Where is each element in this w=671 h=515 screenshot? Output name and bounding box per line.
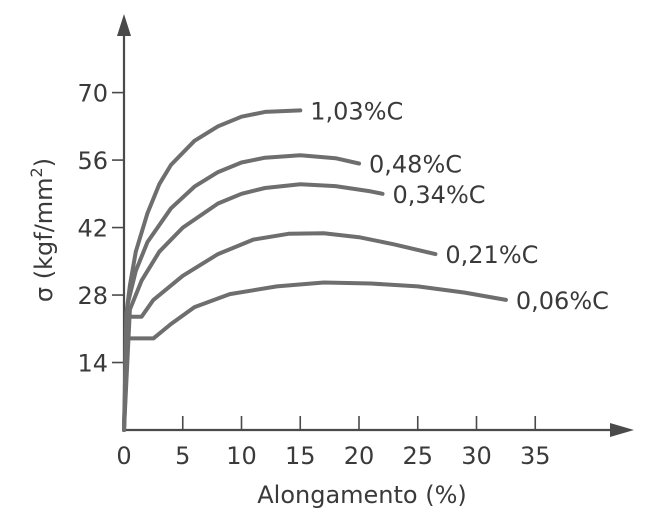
series-labels: 1,03%C 0,48%C 0,34%C 0,21%C 0,06%C — [310, 97, 609, 314]
x-tick-label: 35 — [520, 442, 551, 470]
x-tick-label: 20 — [344, 442, 375, 470]
x-tick-label: 0 — [116, 442, 131, 470]
x-axis-label: Alongamento (%) — [257, 481, 467, 509]
curve-0-21-c — [122, 231, 438, 432]
curve-0-48-c — [122, 153, 361, 432]
x-tick-label: 5 — [175, 442, 190, 470]
y-axis-label-end: ) — [30, 158, 58, 167]
y-axis-label-main: σ (kgf/mm — [30, 177, 58, 302]
x-tick-label: 10 — [226, 442, 257, 470]
curve-0-06-c — [122, 280, 508, 432]
y-axis-label: σ (kgf/mm2) — [27, 158, 58, 302]
series-label-0-48-c: 0,48%C — [369, 150, 462, 178]
series-label-1-03-c: 1,03%C — [310, 97, 403, 125]
y-tick-label: 14 — [77, 350, 108, 378]
x-tick-label: 25 — [402, 442, 433, 470]
x-tick-label: 30 — [461, 442, 492, 470]
y-tick-label: 28 — [77, 282, 108, 310]
y-axis-label-superscript: 2 — [27, 167, 46, 177]
curves — [122, 108, 508, 432]
x-tick-label: 15 — [285, 442, 316, 470]
series-label-0-06-c: 0,06%C — [516, 287, 609, 315]
curve-0-34-c — [122, 182, 385, 432]
y-axis-arrow-icon — [117, 14, 131, 36]
x-axis-arrow-icon — [610, 423, 634, 437]
y-tick-label: 42 — [77, 215, 108, 243]
x-ticks: 0 5 10 15 20 25 30 35 — [116, 416, 551, 470]
y-tick-label: 56 — [77, 147, 108, 175]
y-tick-label: 70 — [77, 80, 108, 108]
y-ticks: 14 28 42 56 70 — [77, 80, 124, 378]
series-label-0-21-c: 0,21%C — [445, 241, 538, 269]
series-label-0-34-c: 0,34%C — [393, 181, 486, 209]
